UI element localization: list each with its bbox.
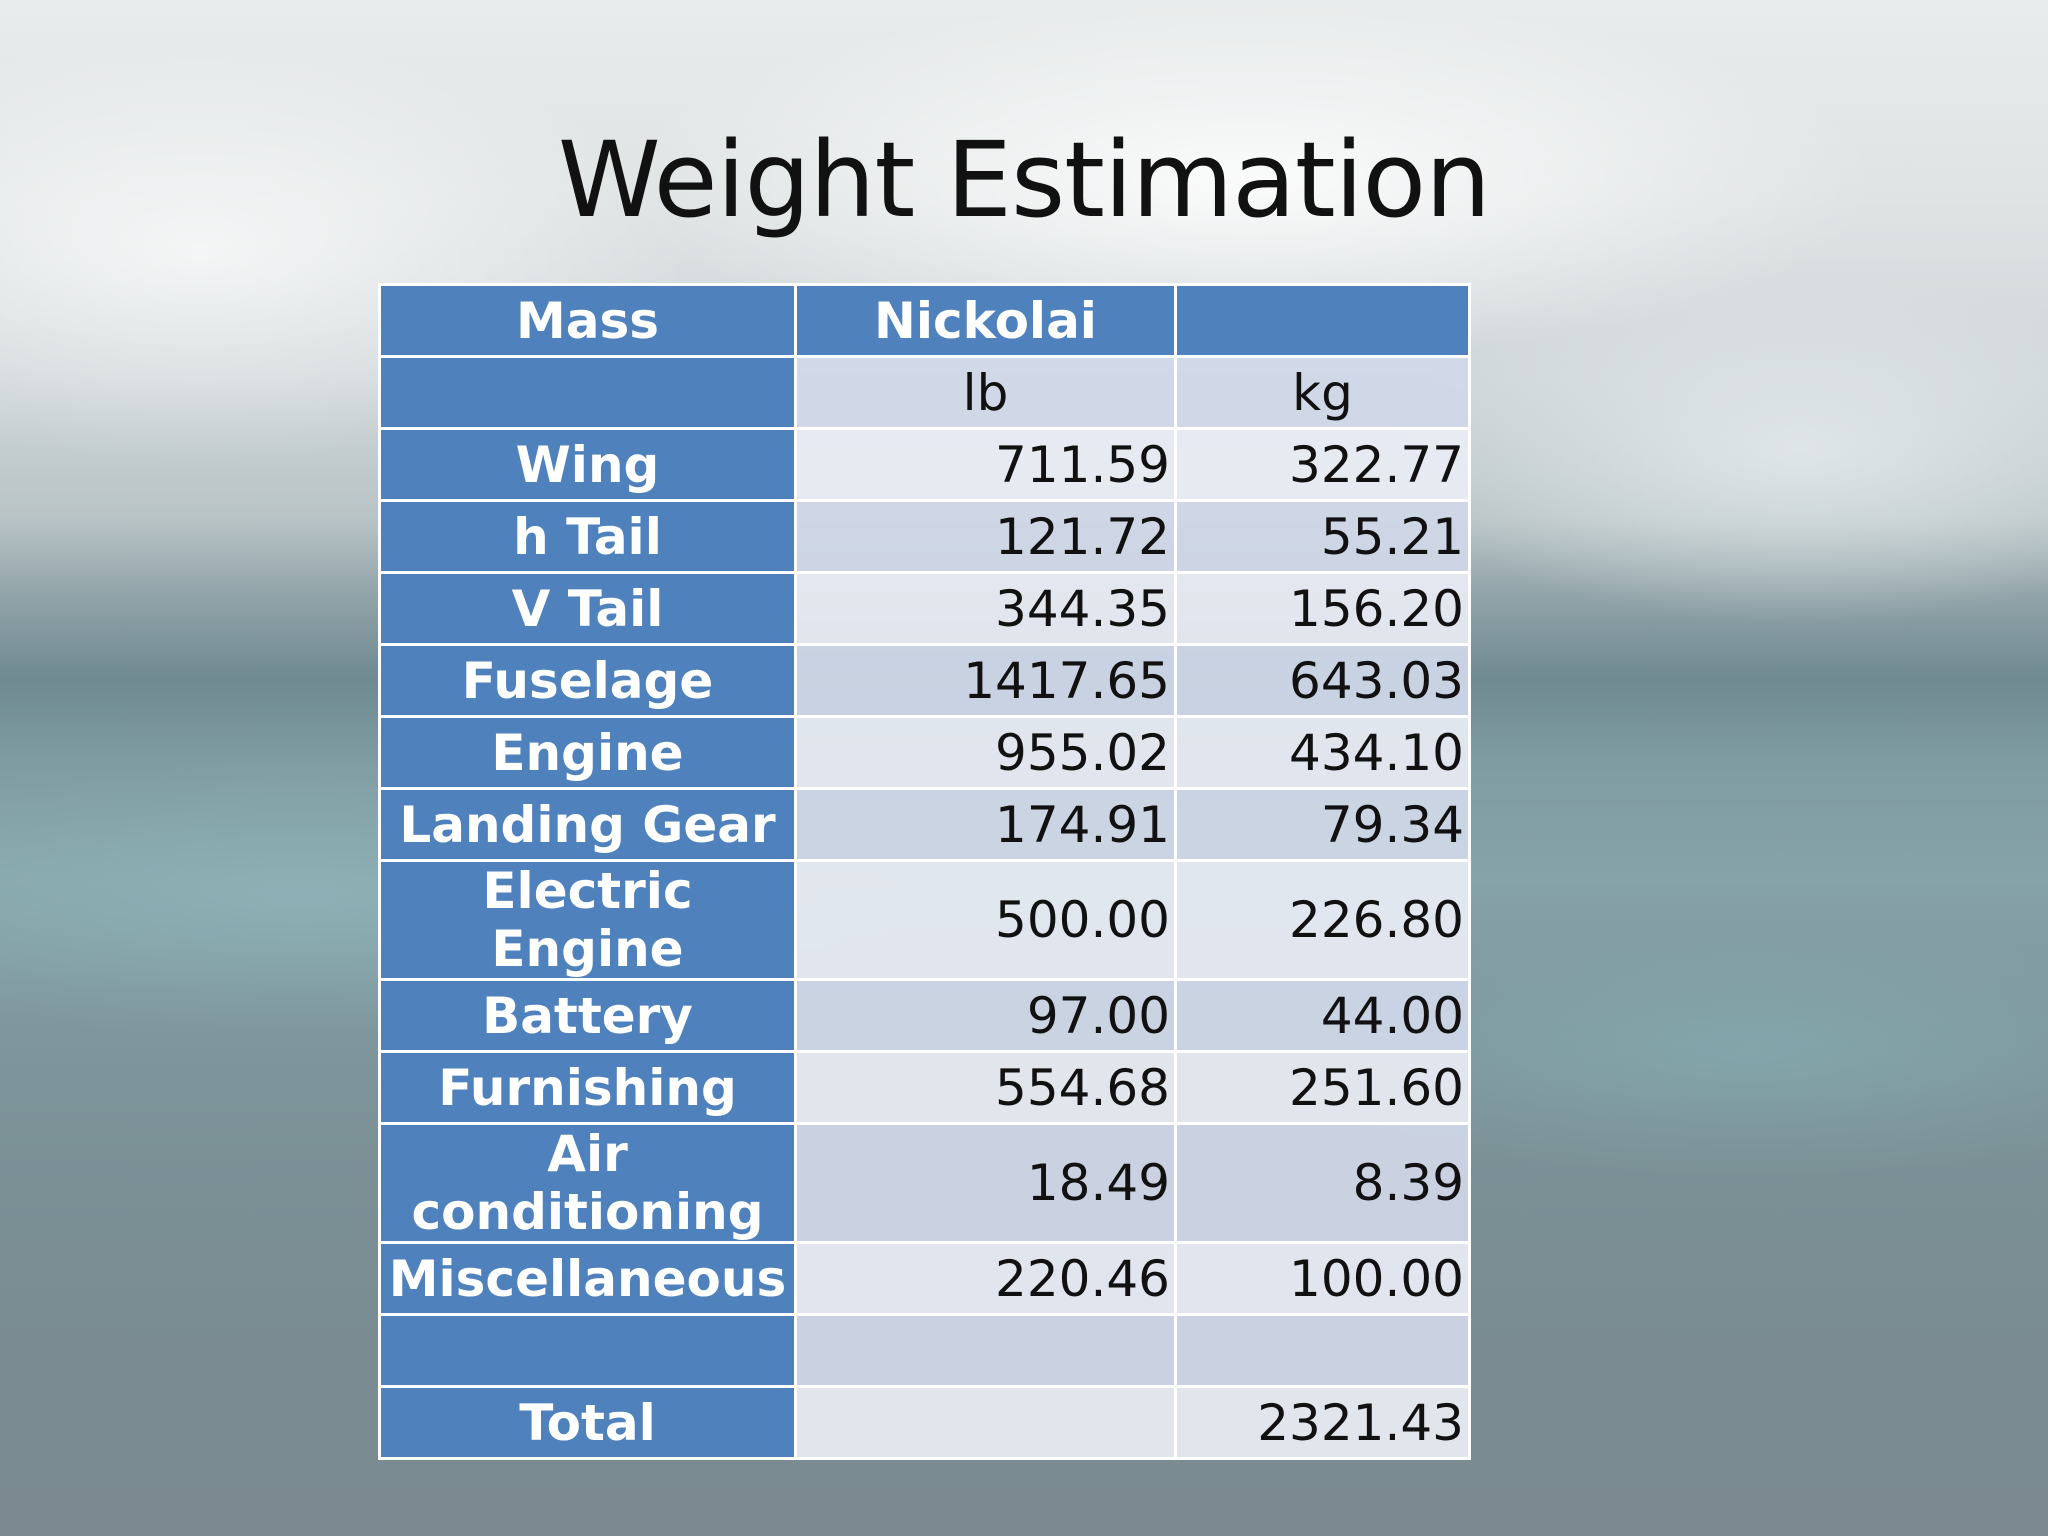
header-mass: Mass [378,283,797,358]
table-row: Air conditioning 18.49 8.39 [378,1122,1471,1244]
table-row: Miscellaneous 220.46 100.00 [378,1241,1471,1316]
row-label: Furnishing [378,1050,797,1125]
row-label [378,1313,797,1388]
row-label: Landing Gear [378,787,797,862]
row-lb [794,1313,1177,1388]
total-kg: 2321.43 [1174,1385,1471,1460]
row-label: h Tail [378,499,797,574]
table-row: Wing 711.59 322.77 [378,427,1471,502]
table-row: h Tail 121.72 55.21 [378,499,1471,574]
slide-title: Weight Estimation [557,119,1491,241]
row-lb: 18.49 [794,1122,1177,1244]
table-header-row: Mass Nickolai [378,283,1471,358]
table-row: Landing Gear 174.91 79.34 [378,787,1471,862]
table-row: V Tail 344.35 156.20 [378,571,1471,646]
row-lb: 554.68 [794,1050,1177,1125]
row-label: Wing [378,427,797,502]
total-lb [794,1385,1177,1460]
row-kg: 55.21 [1174,499,1471,574]
row-lb: 174.91 [794,787,1177,862]
total-row: Total 2321.43 [378,1385,1471,1460]
row-lb: 97.00 [794,978,1177,1053]
row-kg: 434.10 [1174,715,1471,790]
table-row: Electric Engine 500.00 226.80 [378,859,1471,981]
header-nickolai: Nickolai [794,283,1177,358]
row-kg: 322.77 [1174,427,1471,502]
unit-lb: lb [794,355,1177,430]
table-row: Battery 97.00 44.00 [378,978,1471,1053]
table-row-empty [378,1313,1471,1388]
unit-kg: kg [1174,355,1471,430]
total-label: Total [378,1385,797,1460]
units-row: lb kg [378,355,1471,430]
row-kg: 44.00 [1174,978,1471,1053]
weight-table: Mass Nickolai lb kg Wing 711.59 322.77 h… [378,283,1471,1460]
row-lb: 1417.65 [794,643,1177,718]
row-kg: 643.03 [1174,643,1471,718]
row-kg: 79.34 [1174,787,1471,862]
row-lb: 955.02 [794,715,1177,790]
row-kg [1174,1313,1471,1388]
row-label: Electric Engine [378,859,797,981]
row-lb: 220.46 [794,1241,1177,1316]
row-label: Miscellaneous [378,1241,797,1316]
units-label [378,355,797,430]
table-row: Engine 955.02 434.10 [378,715,1471,790]
row-kg: 156.20 [1174,571,1471,646]
row-kg: 251.60 [1174,1050,1471,1125]
row-label: Engine [378,715,797,790]
row-label: Battery [378,978,797,1053]
row-kg: 226.80 [1174,859,1471,981]
row-lb: 121.72 [794,499,1177,574]
table-row: Furnishing 554.68 251.60 [378,1050,1471,1125]
row-label: V Tail [378,571,797,646]
row-label: Fuselage [378,643,797,718]
row-lb: 344.35 [794,571,1177,646]
row-lb: 711.59 [794,427,1177,502]
header-empty [1174,283,1471,358]
row-kg: 8.39 [1174,1122,1471,1244]
row-kg: 100.00 [1174,1241,1471,1316]
row-label: Air conditioning [378,1122,797,1244]
row-lb: 500.00 [794,859,1177,981]
table-row: Fuselage 1417.65 643.03 [378,643,1471,718]
